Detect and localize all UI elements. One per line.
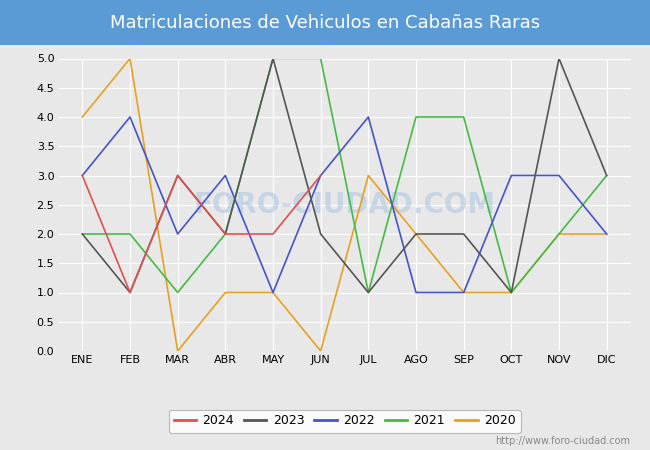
Text: http://www.foro-ciudad.com: http://www.foro-ciudad.com [495,436,630,446]
Text: Matriculaciones de Vehiculos en Cabañas Raras: Matriculaciones de Vehiculos en Cabañas … [110,14,540,32]
Legend: 2024, 2023, 2022, 2021, 2020: 2024, 2023, 2022, 2021, 2020 [168,410,521,432]
Text: FORO-CIUDAD.COM: FORO-CIUDAD.COM [194,191,495,219]
